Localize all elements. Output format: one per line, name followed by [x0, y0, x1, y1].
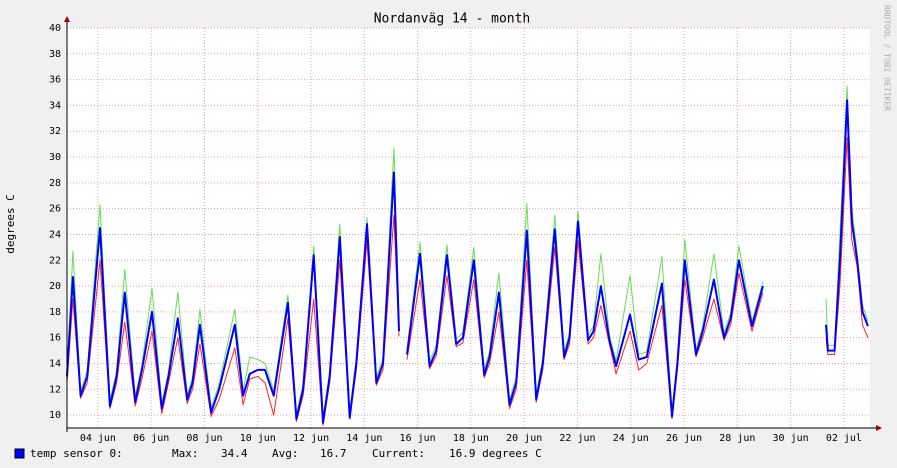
y-tick-label: 36: [49, 75, 61, 86]
y-tick-label: 18: [49, 307, 61, 318]
y-tick-label: 20: [49, 281, 61, 292]
y-tick-label: 10: [49, 410, 61, 421]
x-arrow: [876, 425, 882, 431]
x-tick-label: 26 jun: [666, 433, 702, 444]
chart-title: Nordanväg 14 - month: [374, 12, 531, 27]
x-tick-label: 30 jun: [773, 433, 809, 444]
legend-swatch: [14, 448, 25, 459]
legend-label: temp sensor 0:: [30, 447, 123, 460]
y-tick-label: 22: [49, 255, 61, 266]
x-tick-label: 14 jun: [346, 433, 382, 444]
y-tick-label: 14: [49, 358, 61, 369]
stat-value: 16.7: [320, 447, 347, 460]
y-tick-label: 28: [49, 178, 61, 189]
series-line: [66, 99, 869, 424]
x-tick-label: 16 jun: [400, 433, 436, 444]
x-tick-label: 12 jun: [293, 433, 329, 444]
stat-value: 16.9 degrees C: [449, 447, 542, 460]
x-tick-label: 10 jun: [240, 433, 276, 444]
x-tick-label: 22 jun: [559, 433, 595, 444]
watermark: RRDTOOL / TOBI OETIKER: [883, 5, 892, 111]
stat-label: Max:: [172, 447, 199, 460]
y-tick-label: 26: [49, 204, 61, 215]
stat-label: Avg:: [272, 447, 299, 460]
stat-value: 34.4: [221, 447, 248, 460]
y-tick-label: 12: [49, 384, 61, 395]
x-tick-label: 06 jun: [133, 433, 169, 444]
y-tick-label: 30: [49, 152, 61, 163]
stat-label: Current:: [372, 447, 425, 460]
plot-area: [67, 28, 870, 428]
x-tick-label: 04 jun: [80, 433, 116, 444]
x-tick-label: 28 jun: [719, 433, 755, 444]
y-axis-label: degrees C: [4, 194, 17, 254]
y-tick-label: 34: [49, 100, 61, 111]
y-tick-label: 40: [49, 23, 61, 34]
y-arrow: [64, 16, 70, 22]
y-tick-label: 24: [49, 229, 61, 240]
x-tick-label: 08 jun: [186, 433, 222, 444]
lines: [66, 85, 869, 426]
y-tick-label: 38: [49, 49, 61, 60]
y-tick-label: 32: [49, 126, 61, 137]
x-tick-label: 24 jun: [613, 433, 649, 444]
x-tick-label: 02 jul: [826, 433, 862, 444]
x-tick-label: 18 jun: [453, 433, 489, 444]
x-tick-label: 20 jun: [506, 433, 542, 444]
y-tick-label: 16: [49, 333, 61, 344]
